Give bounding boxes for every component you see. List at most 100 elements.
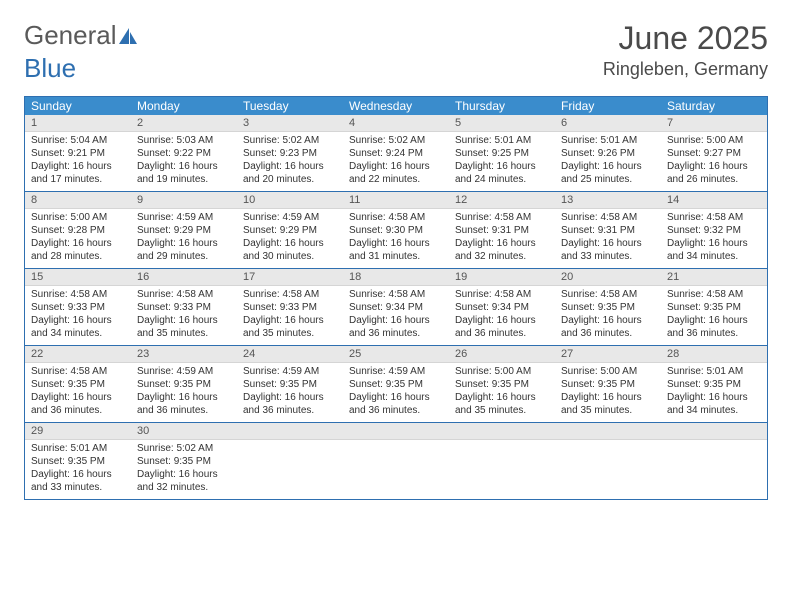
daynum-row: 21 <box>661 269 767 286</box>
daynum-row: 13 <box>555 192 661 209</box>
day-body: Sunrise: 4:58 AMSunset: 9:33 PMDaylight:… <box>25 286 131 344</box>
day-body: Sunrise: 4:58 AMSunset: 9:33 PMDaylight:… <box>131 286 237 344</box>
sunrise-text: Sunrise: 5:02 AM <box>243 134 337 147</box>
daynum-row: 28 <box>661 346 767 363</box>
sunset-text: Sunset: 9:35 PM <box>31 378 125 391</box>
day-number <box>449 423 555 439</box>
sunset-text: Sunset: 9:31 PM <box>561 224 655 237</box>
daynum-row: 26 <box>449 346 555 363</box>
location: Ringleben, Germany <box>603 59 768 80</box>
daynum-row: 24 <box>237 346 343 363</box>
dow-thursday: Thursday <box>449 97 555 115</box>
daynum-row: 12 <box>449 192 555 209</box>
daylight-text: Daylight: 16 hours and 31 minutes. <box>349 237 443 263</box>
day-number: 30 <box>131 423 237 439</box>
day-10: 10Sunrise: 4:59 AMSunset: 9:29 PMDayligh… <box>237 192 343 268</box>
daynum-row: 2 <box>131 115 237 132</box>
daylight-text: Daylight: 16 hours and 30 minutes. <box>243 237 337 263</box>
day-number: 12 <box>449 192 555 208</box>
daylight-text: Daylight: 16 hours and 35 minutes. <box>455 391 549 417</box>
sunrise-text: Sunrise: 5:01 AM <box>667 365 761 378</box>
daynum-row: 3 <box>237 115 343 132</box>
day-22: 22Sunrise: 4:58 AMSunset: 9:35 PMDayligh… <box>25 346 131 422</box>
day-body: Sunrise: 4:58 AMSunset: 9:34 PMDaylight:… <box>449 286 555 344</box>
day-20: 20Sunrise: 4:58 AMSunset: 9:35 PMDayligh… <box>555 269 661 345</box>
day-number: 8 <box>25 192 131 208</box>
sunset-text: Sunset: 9:33 PM <box>137 301 231 314</box>
day-number: 25 <box>343 346 449 362</box>
daylight-text: Daylight: 16 hours and 19 minutes. <box>137 160 231 186</box>
week-row: 1Sunrise: 5:04 AMSunset: 9:21 PMDaylight… <box>25 115 767 192</box>
daynum-row: 8 <box>25 192 131 209</box>
day-body: Sunrise: 4:59 AMSunset: 9:29 PMDaylight:… <box>131 209 237 267</box>
day-number: 13 <box>555 192 661 208</box>
day-13: 13Sunrise: 4:58 AMSunset: 9:31 PMDayligh… <box>555 192 661 268</box>
day-2: 2Sunrise: 5:03 AMSunset: 9:22 PMDaylight… <box>131 115 237 191</box>
day-body <box>237 440 343 446</box>
sunset-text: Sunset: 9:32 PM <box>667 224 761 237</box>
sunrise-text: Sunrise: 4:58 AM <box>455 211 549 224</box>
daylight-text: Daylight: 16 hours and 36 minutes. <box>667 314 761 340</box>
day-number: 15 <box>25 269 131 285</box>
week-row: 8Sunrise: 5:00 AMSunset: 9:28 PMDaylight… <box>25 192 767 269</box>
daylight-text: Daylight: 16 hours and 36 minutes. <box>31 391 125 417</box>
daynum-row: 17 <box>237 269 343 286</box>
day-body: Sunrise: 5:03 AMSunset: 9:22 PMDaylight:… <box>131 132 237 190</box>
sunrise-text: Sunrise: 5:02 AM <box>137 442 231 455</box>
daynum-row <box>237 423 343 440</box>
day-body: Sunrise: 4:59 AMSunset: 9:35 PMDaylight:… <box>237 363 343 421</box>
daynum-row: 7 <box>661 115 767 132</box>
daylight-text: Daylight: 16 hours and 34 minutes. <box>667 391 761 417</box>
daynum-row: 6 <box>555 115 661 132</box>
day-15: 15Sunrise: 4:58 AMSunset: 9:33 PMDayligh… <box>25 269 131 345</box>
daylight-text: Daylight: 16 hours and 26 minutes. <box>667 160 761 186</box>
day-number: 19 <box>449 269 555 285</box>
day-number: 9 <box>131 192 237 208</box>
daynum-row <box>661 423 767 440</box>
day-number: 27 <box>555 346 661 362</box>
day-body <box>449 440 555 446</box>
daylight-text: Daylight: 16 hours and 24 minutes. <box>455 160 549 186</box>
daynum-row: 5 <box>449 115 555 132</box>
day-body: Sunrise: 4:59 AMSunset: 9:29 PMDaylight:… <box>237 209 343 267</box>
day-7: 7Sunrise: 5:00 AMSunset: 9:27 PMDaylight… <box>661 115 767 191</box>
daynum-row: 29 <box>25 423 131 440</box>
day-24: 24Sunrise: 4:59 AMSunset: 9:35 PMDayligh… <box>237 346 343 422</box>
sunset-text: Sunset: 9:29 PM <box>137 224 231 237</box>
daynum-row: 27 <box>555 346 661 363</box>
sunset-text: Sunset: 9:35 PM <box>243 378 337 391</box>
day-empty <box>661 423 767 499</box>
daylight-text: Daylight: 16 hours and 35 minutes. <box>243 314 337 340</box>
sunrise-text: Sunrise: 4:58 AM <box>243 288 337 301</box>
daynum-row: 4 <box>343 115 449 132</box>
daynum-row: 9 <box>131 192 237 209</box>
header: GeneralBlue June 2025 Ringleben, Germany <box>24 20 768 84</box>
day-number <box>237 423 343 439</box>
daynum-row <box>555 423 661 440</box>
day-1: 1Sunrise: 5:04 AMSunset: 9:21 PMDaylight… <box>25 115 131 191</box>
day-number: 22 <box>25 346 131 362</box>
day-11: 11Sunrise: 4:58 AMSunset: 9:30 PMDayligh… <box>343 192 449 268</box>
sunset-text: Sunset: 9:25 PM <box>455 147 549 160</box>
sunset-text: Sunset: 9:35 PM <box>349 378 443 391</box>
day-body: Sunrise: 4:59 AMSunset: 9:35 PMDaylight:… <box>131 363 237 421</box>
sunrise-text: Sunrise: 4:58 AM <box>561 288 655 301</box>
dow-wednesday: Wednesday <box>343 97 449 115</box>
day-number: 24 <box>237 346 343 362</box>
sunrise-text: Sunrise: 4:58 AM <box>31 288 125 301</box>
day-body: Sunrise: 5:00 AMSunset: 9:35 PMDaylight:… <box>449 363 555 421</box>
sunrise-text: Sunrise: 5:00 AM <box>455 365 549 378</box>
sunset-text: Sunset: 9:35 PM <box>137 378 231 391</box>
day-number: 18 <box>343 269 449 285</box>
sunrise-text: Sunrise: 5:02 AM <box>349 134 443 147</box>
day-number: 4 <box>343 115 449 131</box>
daylight-text: Daylight: 16 hours and 33 minutes. <box>561 237 655 263</box>
day-number <box>555 423 661 439</box>
day-body: Sunrise: 5:01 AMSunset: 9:26 PMDaylight:… <box>555 132 661 190</box>
daylight-text: Daylight: 16 hours and 36 minutes. <box>243 391 337 417</box>
sunset-text: Sunset: 9:35 PM <box>31 455 125 468</box>
daylight-text: Daylight: 16 hours and 36 minutes. <box>349 391 443 417</box>
logo-word2: Blue <box>24 53 76 83</box>
sunrise-text: Sunrise: 5:01 AM <box>31 442 125 455</box>
sunrise-text: Sunrise: 5:00 AM <box>31 211 125 224</box>
